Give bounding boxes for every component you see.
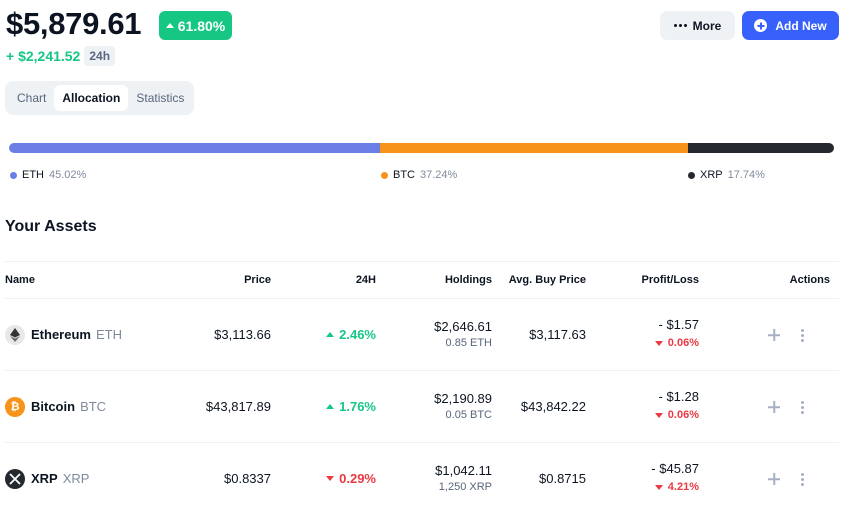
asset-change-24h: 1.76%	[326, 399, 376, 414]
down-triangle-icon	[326, 476, 335, 481]
more-options-kebab-icon[interactable]	[801, 329, 804, 342]
plus-circle-icon	[754, 19, 768, 32]
more-dots-icon	[673, 24, 687, 27]
asset-name: XRP XRP	[31, 471, 89, 486]
legend-percent: 37.24%	[420, 169, 458, 181]
asset-change-value: 2.46%	[339, 327, 376, 342]
table-row[interactable]: XRP XRP $0.8337 0.29% $1,042.11 1,250 XR…	[5, 443, 839, 506]
asset-name: Bitcoin BTC	[31, 399, 106, 414]
column-header-avg-buy-price[interactable]: Avg. Buy Price	[508, 274, 586, 286]
asset-change-24h: 2.46%	[326, 327, 376, 342]
profit-loss-value: - $1.28	[658, 389, 699, 404]
holdings-amount: 1,250 XRP	[438, 481, 492, 493]
avg-buy-price: $3,117.63	[529, 327, 586, 342]
profit-loss-value: - $1.57	[658, 317, 699, 332]
column-header-price[interactable]: Price	[244, 274, 271, 286]
coin-symbol: BTC	[80, 399, 107, 414]
profit-loss-percent: 4.21%	[654, 481, 699, 493]
assets-title: Your Assets	[5, 218, 97, 235]
legend-dot-eth	[10, 171, 17, 179]
down-triangle-icon	[654, 412, 663, 418]
coin-name: XRP	[31, 471, 58, 486]
profit-loss-value: - $45.87	[651, 461, 699, 476]
legend-percent: 17.74%	[727, 169, 765, 181]
profit-loss-percent-value: 4.21%	[667, 481, 699, 493]
column-header-24h[interactable]: 24H	[355, 274, 376, 286]
asset-change-24h: 0.29%	[326, 471, 376, 486]
legend-item-btc: BTC 37.24%	[381, 169, 457, 181]
tab-statistics[interactable]: Statistics	[136, 91, 185, 105]
down-triangle-icon	[654, 340, 663, 346]
profit-loss-percent: 0.06%	[654, 337, 699, 349]
table-row[interactable]: Ethereum ETH $3,113.66 2.46% $2,646.61 0…	[5, 299, 839, 371]
column-header-actions: Actions	[789, 274, 830, 286]
coin-name: Ethereum	[31, 327, 91, 342]
legend-symbol: ETH	[22, 169, 44, 181]
add-transaction-plus-icon[interactable]	[768, 473, 780, 485]
column-header-holdings[interactable]: Holdings	[444, 274, 492, 286]
portfolio-balance: $5,879.61	[6, 6, 142, 41]
add-new-button[interactable]: Add New	[742, 11, 839, 40]
more-options-kebab-icon[interactable]	[801, 473, 804, 486]
down-triangle-icon	[654, 484, 663, 490]
table-row[interactable]: ₿ Bitcoin BTC $43,817.89 1.76% $2,190.89…	[5, 371, 839, 443]
coin-symbol: XRP	[62, 471, 90, 486]
asset-change-value: 1.76%	[339, 399, 376, 414]
allocation-bar	[9, 143, 834, 153]
holdings-amount: 0.05 BTC	[445, 409, 492, 421]
tab-chart[interactable]: Chart	[17, 91, 47, 105]
asset-name: Ethereum ETH	[31, 327, 122, 342]
legend-dot-btc	[381, 171, 388, 179]
holdings-value: $2,190.89	[434, 391, 492, 406]
change-row: + $2,241.52 24h	[6, 46, 116, 66]
legend-dot-xrp	[688, 171, 695, 179]
change-percent-value: 61.80%	[177, 17, 226, 34]
coin-name: Bitcoin	[31, 399, 76, 414]
asset-price: $0.8337	[224, 471, 271, 486]
allocation-segment-xrp	[687, 143, 834, 153]
more-button-label: More	[692, 18, 722, 33]
legend-percent: 45.02%	[49, 169, 87, 181]
more-options-kebab-icon[interactable]	[801, 401, 804, 414]
assets-table: Name Price 24H Holdings Avg. Buy Price P…	[5, 261, 839, 506]
legend-symbol: XRP	[700, 169, 723, 181]
avg-buy-price: $43,842.22	[520, 399, 586, 414]
asset-change-value: 0.29%	[339, 471, 376, 486]
allocation-segment-btc	[380, 143, 688, 153]
change-value: + $2,241.52	[6, 48, 81, 64]
period-badge: 24h	[84, 46, 116, 66]
avg-buy-price: $0.8715	[539, 471, 586, 486]
column-header-name[interactable]: Name	[5, 274, 35, 286]
bitcoin-icon: ₿	[5, 397, 25, 417]
legend-symbol: BTC	[393, 169, 415, 181]
profit-loss-percent: 0.06%	[654, 409, 699, 421]
holdings-value: $1,042.11	[435, 463, 492, 478]
up-triangle-icon	[326, 332, 335, 337]
asset-price: $3,113.66	[214, 327, 271, 342]
profit-loss-percent-value: 0.06%	[667, 409, 699, 421]
ethereum-icon	[5, 325, 25, 345]
allocation-segment-eth	[9, 143, 381, 153]
table-header: Name Price 24H Holdings Avg. Buy Price P…	[5, 261, 839, 299]
up-triangle-icon	[326, 404, 335, 409]
column-header-profit-loss[interactable]: Profit/Loss	[641, 274, 699, 286]
profit-loss-percent-value: 0.06%	[667, 337, 699, 349]
more-button[interactable]: More	[660, 11, 735, 40]
legend-item-eth: ETH 45.02%	[10, 169, 86, 181]
legend-item-xrp: XRP 17.74%	[688, 169, 765, 181]
asset-price: $43,817.89	[205, 399, 271, 414]
view-tabs: Chart Allocation Statistics	[5, 81, 194, 115]
add-new-button-label: Add New	[775, 18, 827, 33]
add-transaction-plus-icon[interactable]	[768, 329, 780, 341]
xrp-icon	[5, 469, 25, 489]
tab-allocation[interactable]: Allocation	[54, 85, 129, 111]
coin-symbol: ETH	[95, 327, 122, 342]
holdings-value: $2,646.61	[434, 319, 492, 334]
up-triangle-icon	[165, 23, 174, 28]
holdings-amount: 0.85 ETH	[445, 337, 492, 349]
change-percent-badge: 61.80%	[159, 11, 232, 40]
add-transaction-plus-icon[interactable]	[768, 401, 780, 413]
